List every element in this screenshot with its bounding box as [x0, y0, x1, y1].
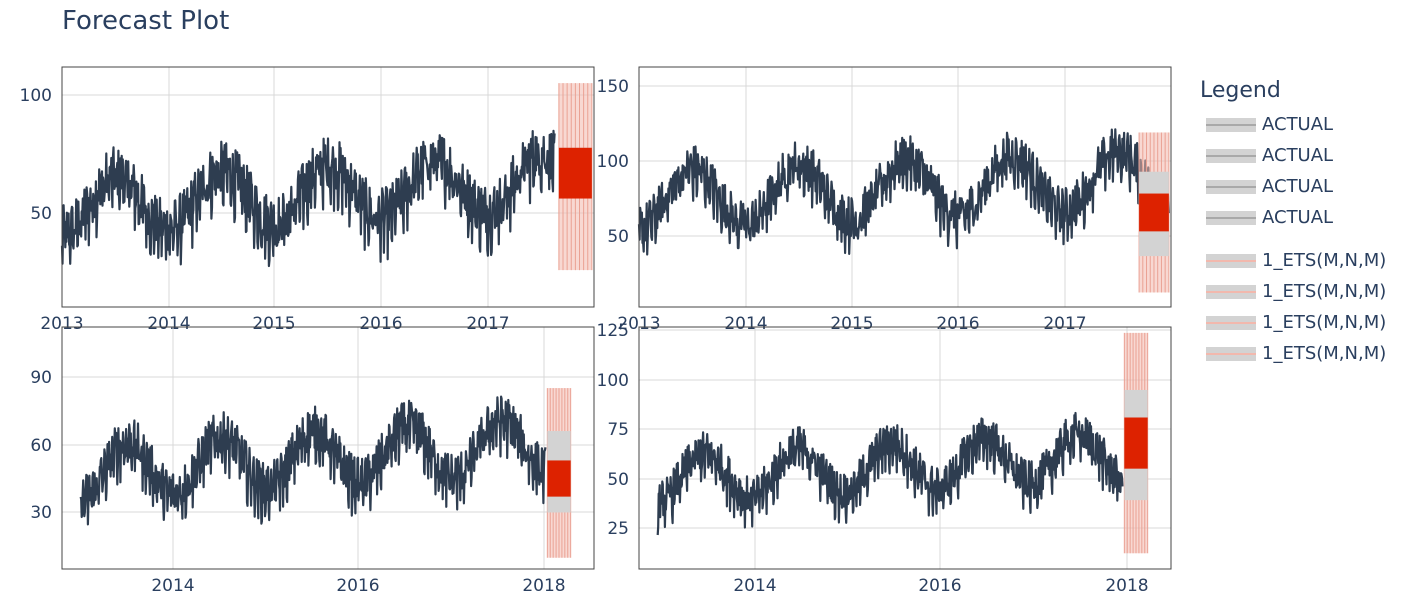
panel-frame — [638, 66, 1172, 308]
x-tick-label: 2014 — [724, 314, 767, 334]
legend-label-actual: ACTUAL — [1262, 176, 1334, 197]
legend-label-forecast: 1_ETS(M,N,M) — [1262, 343, 1387, 364]
x-tick-label: 2017 — [466, 314, 509, 334]
legend-label-forecast: 1_ETS(M,N,M) — [1262, 281, 1387, 302]
x-tick-label: 2013 — [40, 314, 83, 334]
forecast-core — [1124, 417, 1148, 469]
actual-series-line — [60, 129, 556, 268]
legend-swatch-forecast — [1206, 315, 1256, 330]
y-tick-label: 50 — [30, 204, 52, 224]
x-tick-label: 2015 — [830, 314, 873, 334]
legend-item-actual[interactable]: ACTUAL — [1200, 140, 1420, 171]
actual-series-line — [637, 128, 1170, 256]
legend-swatch-actual — [1206, 179, 1256, 194]
legend-swatch-actual — [1206, 148, 1256, 163]
y-tick-label: 150 — [597, 77, 629, 97]
actual-series-line — [79, 395, 547, 526]
y-tick-label: 125 — [597, 321, 629, 341]
legend-title: Legend — [1200, 78, 1281, 103]
y-tick-label: 100 — [597, 371, 629, 391]
legend-label-forecast: 1_ETS(M,N,M) — [1262, 312, 1387, 333]
legend-swatch-forecast — [1206, 253, 1256, 268]
legend-label-actual: ACTUAL — [1262, 207, 1334, 228]
x-tick-label: 2018 — [522, 576, 565, 596]
x-tick-label: 2014 — [151, 576, 194, 596]
y-tick-label: 60 — [30, 436, 52, 456]
legend-swatch-actual — [1206, 117, 1256, 132]
x-tick-label: 2018 — [1105, 576, 1148, 596]
forecast-chart: 2013 2014 2015 2016 2017 50 100 2013 2014 2015 201… — [20, 66, 1172, 596]
legend-item-actual[interactable]: ACTUAL — [1200, 202, 1420, 233]
y-tick-label: 100 — [597, 152, 629, 172]
y-tick-label: 100 — [20, 86, 52, 106]
legend-item-forecast[interactable]: 1_ETS(M,N,M) — [1200, 338, 1420, 369]
x-tick-label: 2014 — [147, 314, 190, 334]
legend-item-forecast[interactable]: 1_ETS(M,N,M) — [1200, 307, 1420, 338]
legend-item-forecast[interactable]: 1_ETS(M,N,M) — [1200, 276, 1420, 307]
panel-frame — [61, 326, 595, 570]
legend-item-actual[interactable]: ACTUAL — [1200, 171, 1420, 202]
x-tick-label: 2016 — [936, 314, 979, 334]
panel-frame — [638, 326, 1172, 570]
legend-swatch-forecast — [1206, 346, 1256, 361]
forecast-core — [1139, 193, 1169, 232]
forecast-core — [558, 147, 592, 199]
panel-frame — [61, 66, 595, 308]
x-tick-label: 2014 — [733, 576, 776, 596]
x-tick-label: 2017 — [1043, 314, 1086, 334]
y-tick-label: 50 — [607, 470, 629, 490]
x-tick-label: 2016 — [336, 576, 379, 596]
x-tick-label: 2015 — [252, 314, 295, 334]
legend-label-actual: ACTUAL — [1262, 114, 1334, 135]
forecast-core — [547, 460, 571, 497]
legend: Legend ACTUAL ACTUAL ACTUAL ACTUAL 1_ETS… — [1200, 78, 1420, 369]
x-tick-label: 2013 — [617, 314, 660, 334]
legend-swatch-forecast — [1206, 284, 1256, 299]
chart-title: Forecast Plot — [62, 6, 230, 36]
y-tick-label: 50 — [607, 227, 629, 247]
legend-item-forecast[interactable]: 1_ETS(M,N,M) — [1200, 245, 1420, 276]
legend-label-actual: ACTUAL — [1262, 145, 1334, 166]
x-tick-label: 2016 — [918, 576, 961, 596]
y-tick-label: 25 — [607, 519, 629, 539]
y-tick-label: 90 — [30, 368, 52, 388]
x-tick-label: 2016 — [359, 314, 402, 334]
actual-series-line — [656, 411, 1124, 536]
legend-item-actual[interactable]: ACTUAL — [1200, 109, 1420, 140]
y-tick-label: 30 — [30, 503, 52, 523]
legend-swatch-actual — [1206, 210, 1256, 225]
y-tick-label: 75 — [607, 420, 629, 440]
legend-label-forecast: 1_ETS(M,N,M) — [1262, 250, 1387, 271]
